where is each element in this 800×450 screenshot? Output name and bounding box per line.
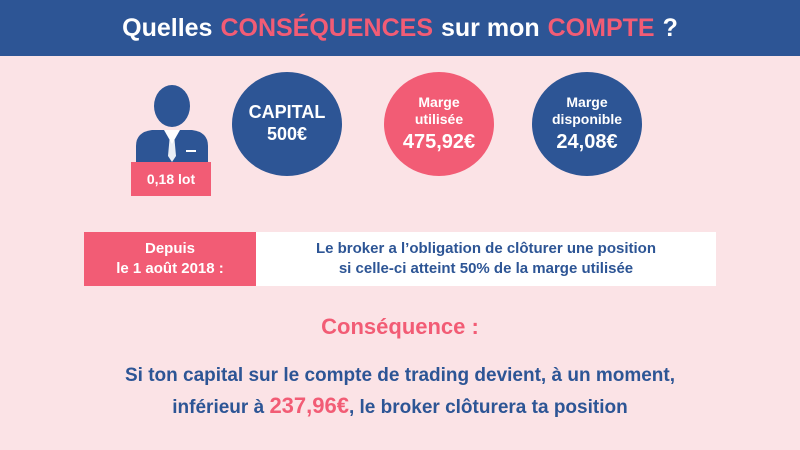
regulation-rule-box: Depuis le 1 août 2018 : Le broker a l’ob… <box>84 232 716 286</box>
rule-date-line-2: le 1 août 2018 : <box>116 260 224 277</box>
header-text-compte: COMPTE <box>547 13 655 42</box>
rule-date-box: Depuis le 1 août 2018 : <box>84 232 256 286</box>
lot-size-badge: 0,18 lot <box>131 162 211 196</box>
consequence-line-2-before: inférieur à <box>172 396 265 418</box>
header-text-consequences: CONSÉQUENCES <box>220 13 433 42</box>
used-margin-circle: Marge utilisée 475,92€ <box>384 72 494 176</box>
header-question-mark: ? <box>662 13 678 42</box>
consequence-line-1: Si ton capital sur le compte de trading … <box>124 365 676 386</box>
capital-value: 500€ <box>266 124 308 144</box>
consequence-text: Si ton capital sur le compte de trading … <box>0 362 800 421</box>
capital-circle: CAPITAL 500€ <box>232 72 342 176</box>
businessman-icon <box>136 85 208 169</box>
consequence-line-2: inférieur à 237,96€, le broker clôturera… <box>0 390 800 422</box>
threshold-amount: 237,96€ <box>269 392 349 418</box>
free-margin-circle: Marge disponible 24,08€ <box>532 72 642 176</box>
rule-text-box: Le broker a l’obligation de clôturer une… <box>256 232 716 286</box>
used-margin-label: Marge utilisée <box>414 94 464 127</box>
free-margin-value: 24,08€ <box>556 130 618 153</box>
rule-text-line-2: si celle-ci atteint 50% de la marge util… <box>338 260 634 277</box>
page-header: Quelles CONSÉQUENCES sur mon COMPTE ? <box>0 0 800 56</box>
rule-text-line-1: Le broker a l’obligation de clôturer une… <box>315 239 657 257</box>
capital-label: CAPITAL <box>248 102 326 123</box>
consequence-line-2-after: , le broker clôturera ta position <box>348 396 628 418</box>
used-margin-value: 475,92€ <box>402 130 476 153</box>
rule-date-line-1: Depuis <box>144 239 195 257</box>
consequence-title: Conséquence : <box>321 314 479 339</box>
header-text-1: Quelles <box>122 13 213 42</box>
header-text-2: sur mon <box>441 13 540 42</box>
free-margin-label: Marge disponible <box>552 94 622 127</box>
